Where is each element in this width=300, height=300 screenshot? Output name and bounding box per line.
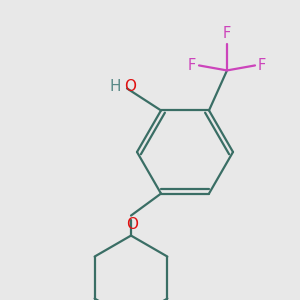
Text: O: O [126, 217, 138, 232]
Text: O: O [124, 79, 136, 94]
Text: H: H [109, 79, 121, 94]
Text: F: F [258, 58, 266, 73]
Text: F: F [223, 26, 231, 41]
Text: F: F [188, 58, 196, 73]
